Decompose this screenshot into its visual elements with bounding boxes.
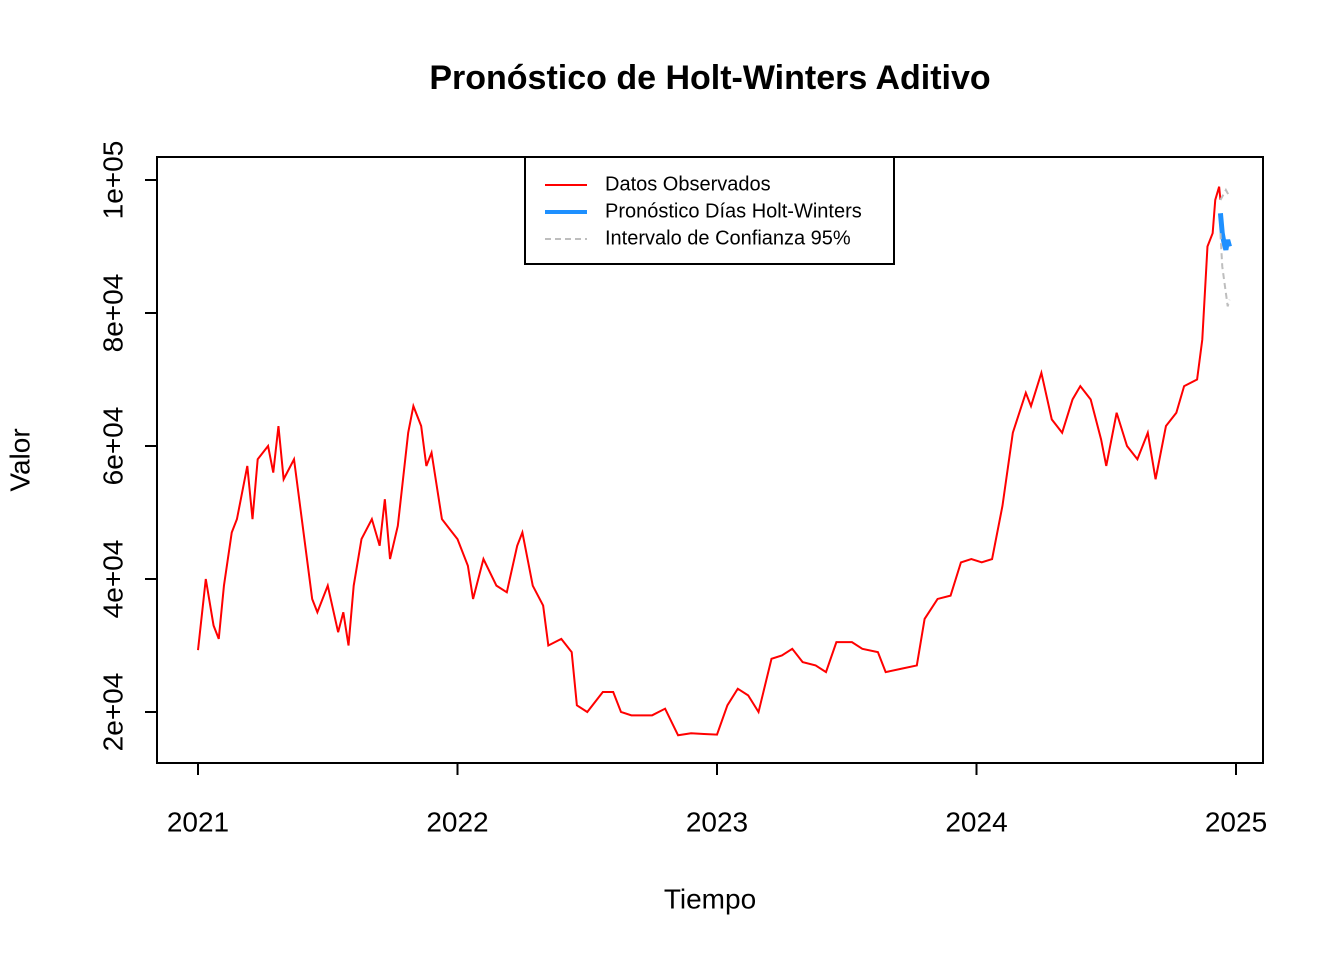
y-tick-label: 2e+04 xyxy=(97,673,128,752)
x-tick-label: 2023 xyxy=(686,806,748,837)
series-line xyxy=(197,186,1222,737)
series-line xyxy=(1219,187,1231,201)
series-line xyxy=(1219,233,1231,307)
x-tick-label: 2022 xyxy=(426,806,488,837)
y-tick-label: 8e+04 xyxy=(97,274,128,353)
x-tick-label: 2021 xyxy=(167,806,229,837)
x-tick-label: 2024 xyxy=(945,806,1007,837)
y-tick-label: 4e+04 xyxy=(97,540,128,619)
x-tick-label: 2025 xyxy=(1205,806,1267,837)
legend-label: Pronóstico Días Holt-Winters xyxy=(605,200,862,222)
series-line xyxy=(1217,213,1232,251)
legend-label: Datos Observados xyxy=(605,173,771,195)
legend-label: Intervalo de Confianza 95% xyxy=(605,227,851,249)
y-axis-label: Valor xyxy=(4,428,35,491)
y-tick-label: 6e+04 xyxy=(97,407,128,486)
x-axis-label: Tiempo xyxy=(664,883,756,914)
y-tick-label: 1e+05 xyxy=(97,141,128,220)
chart-title: Pronóstico de Holt-Winters Aditivo xyxy=(429,59,990,97)
